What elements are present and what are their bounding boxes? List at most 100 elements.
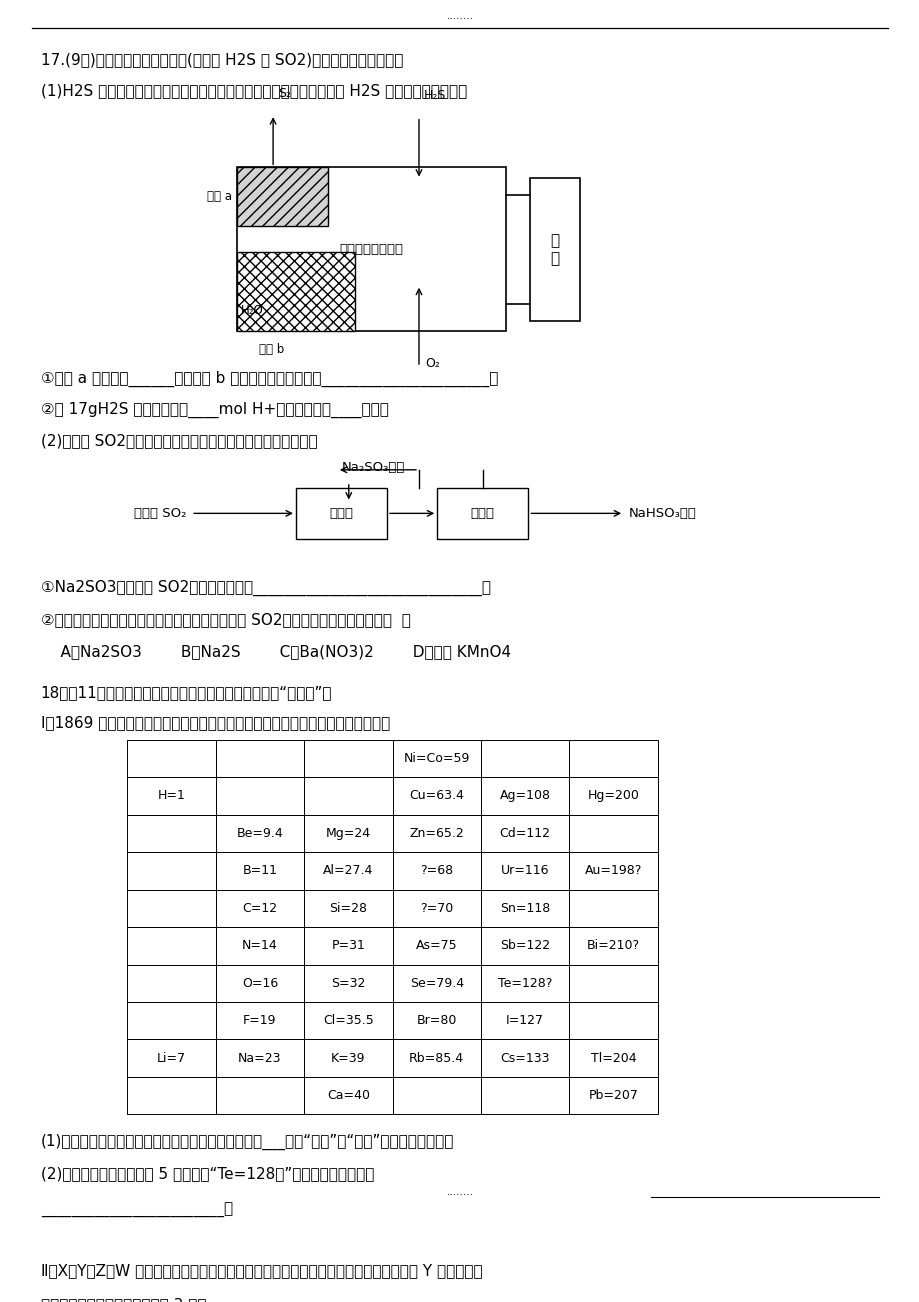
Text: Ur=116: Ur=116 [500,865,549,878]
Text: Sn=118: Sn=118 [500,902,550,915]
Text: Cs=133: Cs=133 [500,1052,550,1065]
Text: Ni=Co=59: Ni=Co=59 [403,751,470,764]
Text: Se=79.4: Se=79.4 [409,976,463,990]
Text: O=16: O=16 [242,976,278,990]
Bar [304,1077,392,1115]
Bar [481,1003,569,1039]
Text: Tl=204: Tl=204 [590,1052,636,1065]
Text: C=12: C=12 [242,902,278,915]
Text: Rb=85.4: Rb=85.4 [409,1052,464,1065]
Bar [392,1077,481,1115]
Bar [569,852,657,889]
Bar [481,815,569,852]
Bar [529,178,580,322]
Bar [215,740,304,777]
Text: Ag=108: Ag=108 [499,789,550,802]
Bar [481,889,569,927]
Text: 负
载: 负 载 [550,233,560,266]
Bar [304,852,392,889]
Bar [304,965,392,1003]
Text: NaHSO₃溶液: NaHSO₃溶液 [628,506,696,519]
Text: A．Na2SO3        B．Na2S        C．Ba(NO3)2        D．酸性 KMnO4: A．Na2SO3 B．Na2S C．Ba(NO3)2 D．酸性 KMnO4 [40,644,510,659]
Text: 17.(9分)研究大气中含硫化合物(主要是 H2S 和 SO2)的转化具有重要意义。: 17.(9分)研究大气中含硫化合物(主要是 H2S 和 SO2)的转化具有重要意… [40,52,403,68]
Text: ②如果用含等物质的量溶质的下列各溶液分别吸收 SO2，则理论吸收量最多的是（  ）: ②如果用含等物质的量溶质的下列各溶液分别吸收 SO2，则理论吸收量最多的是（ ） [40,612,410,628]
Text: K=39: K=39 [331,1052,365,1065]
Text: O₂: O₂ [425,357,440,370]
Bar [569,1077,657,1115]
Bar [127,740,215,777]
Text: N=14: N=14 [242,939,278,952]
Bar [215,852,304,889]
Bar [215,965,304,1003]
Bar [569,965,657,1003]
Bar [569,1003,657,1039]
Text: Be=9.4: Be=9.4 [236,827,283,840]
Bar [127,852,215,889]
Bar [569,889,657,927]
Text: As=75: As=75 [415,939,457,952]
Bar [215,1077,304,1115]
Text: 外最外层电子数是其电子层数的 3 倍。: 外最外层电子数是其电子层数的 3 倍。 [40,1297,206,1302]
Bar [481,852,569,889]
Text: 电极 a: 电极 a [207,190,232,203]
Bar [127,815,215,852]
Text: Pb=207: Pb=207 [588,1090,638,1103]
Bar [304,777,392,815]
Text: I=127: I=127 [505,1014,544,1027]
Text: Zn=65.2: Zn=65.2 [409,827,463,840]
Bar [304,1003,392,1039]
Bar [392,927,481,965]
Text: Na=23: Na=23 [238,1052,281,1065]
Text: (2)低浓度 SO2废气的处理是工业难题，目前常用的方法如下：: (2)低浓度 SO2废气的处理是工业难题，目前常用的方法如下： [40,434,317,448]
Text: Al=27.4: Al=27.4 [323,865,373,878]
Text: B=11: B=11 [242,865,278,878]
Bar [127,927,215,965]
Bar [215,889,304,927]
Bar [392,1039,481,1077]
Text: Hg=200: Hg=200 [587,789,639,802]
Bar [296,488,387,539]
Bar [127,1003,215,1039]
Bar [392,889,481,927]
Text: ①电极 a 为电池的______极，电极 b 上发生的电极反应为：______________________。: ①电极 a 为电池的______极，电极 b 上发生的电极反应为：_______… [40,371,497,387]
Text: ?=68: ?=68 [420,865,453,878]
Text: (2)结合表中信息，猜想第 5 列方框中“Te=128？”的问号表达的含义是: (2)结合表中信息，猜想第 5 列方框中“Te=128？”的问号表达的含义是 [40,1167,374,1181]
Bar [437,488,528,539]
Bar [392,815,481,852]
Bar [127,889,215,927]
Text: (1)门捧列夫将已有元素按照相对原子质量排序，同一___（填“横行”或“纵列”）元素性质相似。: (1)门捧列夫将已有元素按照相对原子质量排序，同一___（填“横行”或“纵列”）… [40,1134,453,1150]
Bar [304,1039,392,1077]
Text: Ca=40: Ca=40 [326,1090,369,1103]
Text: Li=7: Li=7 [157,1052,186,1065]
Bar [481,927,569,965]
Text: ........: ........ [446,1186,473,1197]
Bar [481,965,569,1003]
Bar [236,168,327,225]
Bar [569,927,657,965]
Bar [392,740,481,777]
Bar [392,1003,481,1039]
Bar [569,815,657,852]
Bar [392,777,481,815]
Text: S=32: S=32 [331,976,365,990]
Bar [481,740,569,777]
Text: 质子固体电解质膜: 质子固体电解质膜 [339,242,403,255]
Text: Ⅰ．1869 年，门捧列夫在前人研究的基础上制出了第一张元素周期表，如图所示。: Ⅰ．1869 年，门捧列夫在前人研究的基础上制出了第一张元素周期表，如图所示。 [40,715,390,730]
Text: 18．（11分）元素是构成我们生活的世界中一切物质的“原材料”。: 18．（11分）元素是构成我们生活的世界中一切物质的“原材料”。 [40,685,332,700]
Text: 电极 b: 电极 b [259,342,284,355]
Text: Sb=122: Sb=122 [500,939,550,952]
Text: Cu=63.4: Cu=63.4 [409,789,464,802]
Text: ________________________。: ________________________。 [40,1203,233,1217]
Bar [127,1039,215,1077]
Text: Mg=24: Mg=24 [325,827,370,840]
Bar [304,815,392,852]
Text: H=1: H=1 [157,789,186,802]
Bar [127,1077,215,1115]
Bar [236,168,505,331]
Text: 电解池: 电解池 [471,506,494,519]
Bar [304,740,392,777]
Bar [481,777,569,815]
Bar [215,777,304,815]
Bar [215,1039,304,1077]
Text: Bi=210?: Bi=210? [586,939,640,952]
